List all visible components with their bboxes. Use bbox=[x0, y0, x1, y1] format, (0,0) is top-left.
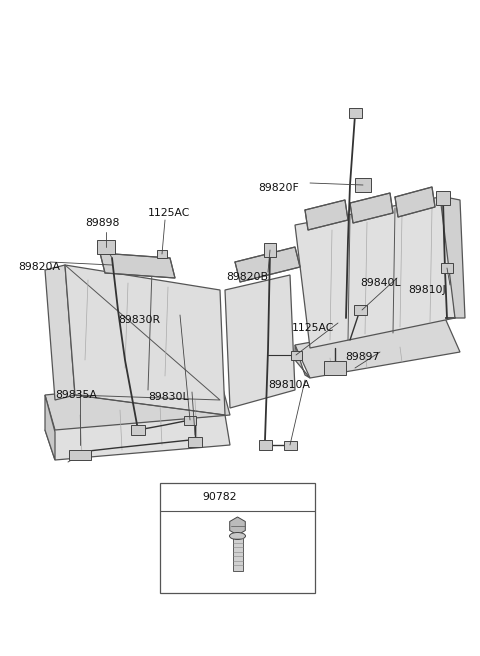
Polygon shape bbox=[350, 193, 393, 223]
Bar bbox=[160, 483, 315, 593]
Bar bbox=[284, 440, 297, 449]
Bar bbox=[232, 536, 242, 571]
Bar bbox=[355, 178, 371, 192]
Text: 89810A: 89810A bbox=[268, 380, 310, 390]
Polygon shape bbox=[45, 415, 230, 460]
Bar bbox=[97, 240, 115, 254]
Polygon shape bbox=[395, 187, 435, 217]
Polygon shape bbox=[235, 247, 300, 282]
Bar bbox=[184, 415, 196, 424]
Text: 90782: 90782 bbox=[202, 492, 237, 502]
Bar bbox=[131, 425, 145, 435]
Bar bbox=[264, 243, 276, 257]
Bar bbox=[353, 305, 367, 315]
Polygon shape bbox=[100, 253, 175, 278]
Text: 89820B: 89820B bbox=[226, 272, 268, 282]
Polygon shape bbox=[230, 517, 245, 535]
Ellipse shape bbox=[229, 533, 245, 539]
Bar bbox=[348, 108, 361, 118]
Text: 1125AC: 1125AC bbox=[148, 208, 191, 218]
Text: 89830L: 89830L bbox=[148, 392, 189, 402]
Bar bbox=[69, 450, 91, 460]
Text: 89898: 89898 bbox=[85, 218, 120, 228]
Text: 89835A: 89835A bbox=[55, 390, 97, 400]
Bar bbox=[290, 350, 301, 359]
Text: 89810J: 89810J bbox=[408, 285, 446, 295]
Bar bbox=[441, 263, 453, 273]
Polygon shape bbox=[45, 378, 230, 430]
Text: 89897: 89897 bbox=[345, 352, 379, 362]
Bar bbox=[324, 361, 346, 375]
Bar bbox=[436, 191, 450, 205]
Text: 89830R: 89830R bbox=[118, 315, 160, 325]
Polygon shape bbox=[440, 196, 465, 318]
Text: 89820F: 89820F bbox=[258, 183, 299, 193]
Polygon shape bbox=[65, 265, 225, 415]
Text: 89820A: 89820A bbox=[18, 262, 60, 272]
Text: 89840L: 89840L bbox=[360, 278, 401, 288]
Bar bbox=[188, 437, 202, 447]
Polygon shape bbox=[305, 200, 348, 230]
Text: 1125AC: 1125AC bbox=[292, 323, 335, 333]
Bar bbox=[259, 440, 272, 450]
Polygon shape bbox=[295, 196, 455, 348]
Polygon shape bbox=[225, 275, 295, 408]
Polygon shape bbox=[295, 345, 310, 378]
Bar bbox=[157, 250, 167, 258]
Polygon shape bbox=[45, 395, 55, 460]
Polygon shape bbox=[45, 265, 75, 400]
Polygon shape bbox=[295, 318, 460, 378]
